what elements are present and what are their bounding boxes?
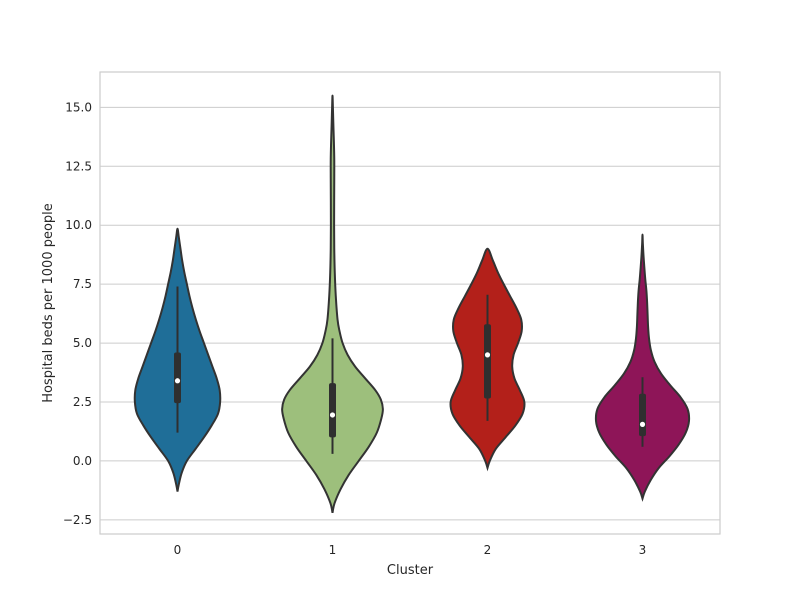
violin-iqr-box [484,324,491,399]
y-tick-label: 2.5 [73,395,92,409]
x-tick-labels: 0 1 2 3 [174,543,647,557]
x-tick-label: 1 [329,543,337,557]
violins [133,94,691,514]
violin-median [174,378,181,384]
y-tick-label: −2.5 [63,513,92,527]
violin-cluster-1 [281,94,384,514]
x-tick-label: 0 [174,543,182,557]
violin-median [484,352,491,358]
y-tick-label: 7.5 [73,277,92,291]
violin-iqr-box [174,352,181,404]
x-tick-label: 2 [484,543,492,557]
violin-iqr-box [639,393,646,437]
y-tick-label: 5.0 [73,336,92,350]
plot-frame [99,71,721,535]
violin-cluster-0 [133,227,222,492]
violin-body [594,233,691,502]
y-tick-label: 15.0 [65,100,92,114]
x-axis-label: Cluster [387,563,434,578]
y-tick-labels: −2.5 0.0 2.5 5.0 7.5 10.0 12.5 15.0 [63,100,92,526]
y-axis-label: Hospital beds per 1000 people [41,203,56,403]
violin-median [639,421,646,427]
x-tick-label: 3 [639,543,647,557]
violin-cluster-2 [449,247,526,472]
y-tick-label: 12.5 [65,159,92,173]
y-tick-label: 10.0 [65,218,92,232]
violin-cluster-3 [594,233,691,502]
violin-median [329,412,336,418]
violin-body [281,94,384,514]
y-tick-label: 0.0 [73,454,92,468]
violin-iqr-box [329,383,336,438]
